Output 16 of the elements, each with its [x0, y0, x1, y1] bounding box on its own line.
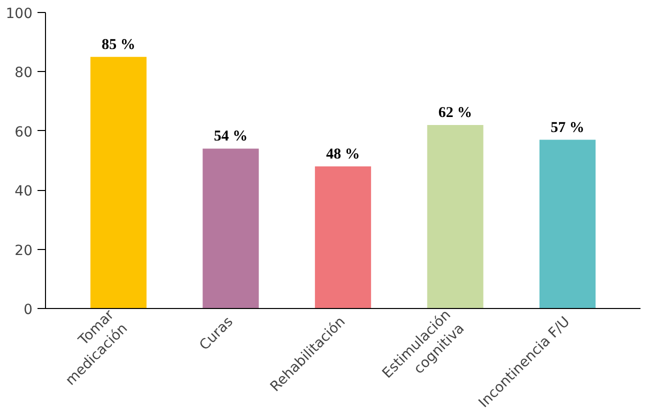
data-label: 54 % — [214, 128, 248, 145]
bar — [202, 148, 259, 308]
y-tick-label: 0 — [24, 302, 33, 318]
y-tick-label: 60 — [14, 124, 33, 140]
y-tick-label: 20 — [14, 242, 33, 259]
data-label: 85 % — [102, 36, 136, 53]
data-label: 57 % — [550, 120, 584, 136]
bar — [427, 124, 484, 308]
y-tick-label: 80 — [14, 65, 33, 82]
bar — [314, 166, 372, 308]
y-tick-label: 100 — [6, 6, 33, 22]
data-label: 62 % — [438, 104, 472, 121]
bar — [539, 140, 596, 308]
data-label: 48 % — [326, 146, 360, 162]
bar — [90, 56, 147, 308]
y-tick-label: 40 — [14, 184, 33, 200]
